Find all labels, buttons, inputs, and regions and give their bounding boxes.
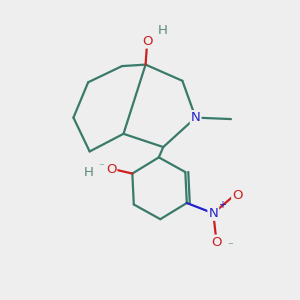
Text: +: +	[218, 200, 226, 210]
Text: O: O	[232, 189, 243, 202]
Text: H: H	[84, 166, 94, 178]
Text: N: N	[208, 207, 218, 220]
Text: ⁻: ⁻	[227, 241, 233, 251]
Text: O: O	[106, 163, 116, 176]
Text: O: O	[142, 34, 152, 48]
Text: ⁻: ⁻	[98, 162, 104, 172]
Text: O: O	[211, 236, 221, 249]
Text: H: H	[158, 24, 168, 37]
Text: N: N	[191, 111, 200, 124]
